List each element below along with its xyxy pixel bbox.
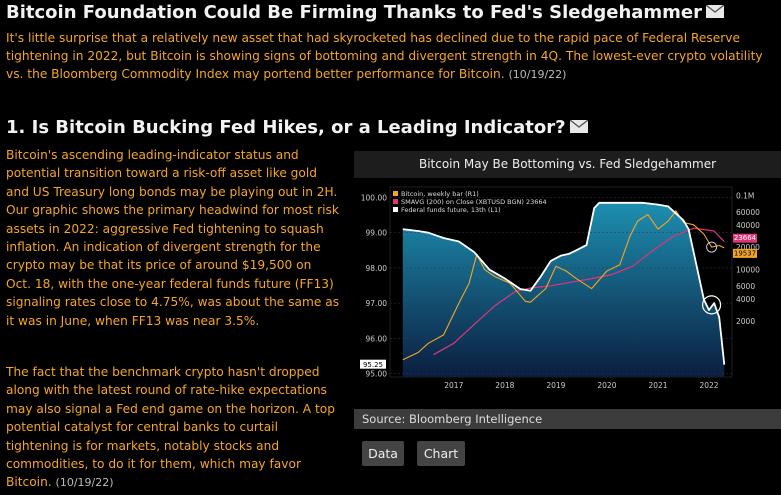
intro-date: (10/19/22)	[508, 68, 567, 81]
right-tick-label: 10000	[736, 265, 760, 274]
chart-button[interactable]: Chart	[417, 441, 465, 466]
email-icon[interactable]	[706, 4, 725, 18]
highlight-circle-bitcoin	[706, 241, 718, 253]
bitcoin-line	[402, 210, 725, 361]
legend-label: SMAVG (200) on Close (XBTUSD BGN) 23664	[401, 198, 547, 206]
left-marker-box	[360, 359, 386, 369]
left-tick-label: 97.00	[366, 299, 388, 308]
right-tick-label: 40000	[736, 221, 760, 230]
paragraph-2-date: (10/19/22)	[55, 476, 114, 490]
x-tick-label: 2019	[546, 381, 565, 390]
legend-swatch	[393, 199, 398, 204]
email-icon[interactable]	[569, 119, 588, 133]
legend-label: Bitcoin, weekly bar (R1)	[401, 190, 479, 198]
right-tick-label: 4000	[736, 295, 755, 304]
intro-text: It's little surprise that a relatively n…	[6, 31, 763, 81]
smavg-line	[433, 227, 725, 356]
right-marker-box-smavg	[733, 233, 757, 243]
x-tick-label: 2022	[699, 381, 718, 390]
right-marker-label-smavg: 23664	[734, 234, 757, 242]
right-marker-box-bitcoin	[733, 248, 757, 258]
left-tick-label: 98.00	[366, 264, 388, 273]
left-tick-label: 99.00	[366, 229, 388, 238]
right-tick-label: 0.1M	[736, 191, 754, 200]
section-title-text: 1. Is Bitcoin Bucking Fed Hikes, or a Le…	[6, 117, 566, 138]
x-tick-label: 2017	[444, 381, 463, 390]
right-tick-label: 20000	[736, 243, 760, 252]
data-button[interactable]: Data	[362, 441, 404, 466]
section-paragraph-1: Bitcoin's ascending leading-indicator st…	[6, 148, 340, 328]
right-tick-label: 6000	[736, 282, 755, 291]
chart-title: Bitcoin May Be Bottoming vs. Fed Sledgeh…	[354, 151, 781, 178]
left-tick-label: 96.00	[366, 334, 388, 343]
legend-swatch	[393, 207, 398, 212]
fed-funds-line	[402, 201, 726, 365]
chart-svg: 100.00 99.00 98.00 97.00 96.00 95.00 0.1M 60000…	[354, 178, 781, 409]
right-tick-label: 2000	[736, 317, 755, 326]
left-tick-label: 95.00	[366, 369, 388, 378]
legend-label: Federal funds future, 13th (L1)	[401, 206, 501, 214]
highlight-circle-fed	[701, 295, 722, 315]
section-title: 1. Is Bitcoin Bucking Fed Hikes, or a Le…	[6, 117, 588, 138]
article-title-text: Bitcoin Foundation Could Be Firming Than…	[6, 2, 703, 23]
right-marker-label-bitcoin: 19537	[734, 249, 756, 257]
left-marker-label: 95.25	[363, 361, 383, 369]
x-tick-label: 2021	[648, 381, 667, 390]
paragraph-2-text: The fact that the benchmark crypto hasn'…	[6, 365, 335, 490]
section-paragraph-2: The fact that the benchmark crypto hasn'…	[6, 363, 340, 493]
chart-source: Source: Bloomberg Intelligence	[354, 409, 781, 429]
legend-swatch	[393, 191, 398, 196]
left-tick-label: 100.00	[361, 194, 387, 203]
right-tick-label: 60000	[736, 208, 760, 217]
x-tick-label: 2018	[495, 381, 514, 390]
article-title: Bitcoin Foundation Could Be Firming Than…	[6, 2, 725, 23]
chart-panel: 100.00 99.00 98.00 97.00 96.00 95.00 0.1M 60000…	[354, 151, 781, 409]
fed-funds-area	[402, 202, 725, 377]
x-tick-label: 2020	[597, 381, 616, 390]
article-intro: It's little surprise that a relatively n…	[6, 29, 776, 84]
